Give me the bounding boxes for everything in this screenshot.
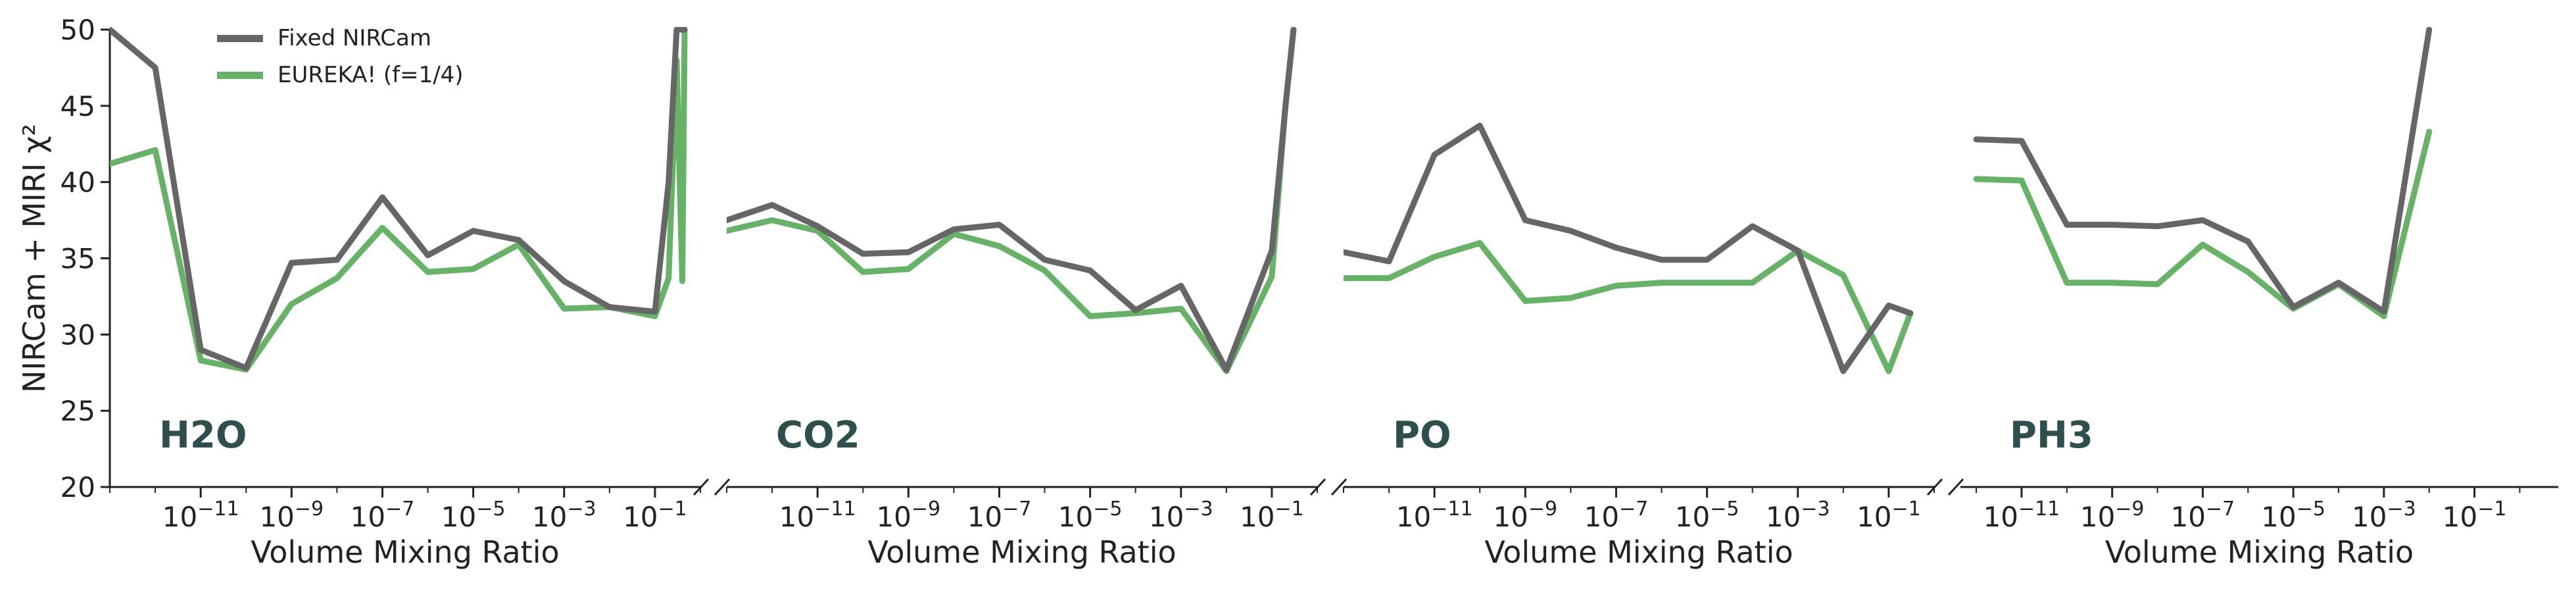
x-tick-label: 10−1 bbox=[2442, 498, 2507, 533]
x-tick-label: 10−11 bbox=[162, 498, 239, 533]
series-line-fixed-nircam bbox=[727, 27, 1297, 373]
x-tick-label: 10−7 bbox=[1584, 498, 1649, 533]
x-tick-label: 10−1 bbox=[1857, 498, 1921, 533]
y-axis-label: NIRCam + MIRI χ² bbox=[16, 124, 52, 393]
x-tick-label: 10−5 bbox=[1675, 498, 1739, 533]
legend: Fixed NIRCam EUREKA! (f=1/4) bbox=[217, 20, 464, 93]
panel-label: PH3 bbox=[2010, 414, 2093, 457]
series-line-eureka bbox=[110, 27, 688, 373]
series-line-fixed-nircam bbox=[1344, 122, 1914, 374]
y-tick-label: 50 bbox=[61, 14, 95, 46]
panel-h2o: 10−11 10−9 10−7 10−5 10−3 10−1 Volume Mixing R… bbox=[109, 27, 701, 570]
series-line-eureka bbox=[1344, 240, 1914, 374]
x-tick-label: 10−7 bbox=[351, 498, 415, 533]
x-tick-label: 10−9 bbox=[876, 498, 940, 533]
x-tick-label: 10−3 bbox=[1766, 498, 1830, 533]
panel-co2: 10−11 10−9 10−7 10−5 10−3 10−1 Volume Mixing R… bbox=[726, 27, 1318, 570]
x-axis-label: Volume Mixing Ratio bbox=[251, 534, 559, 570]
series-line-fixed-nircam bbox=[110, 27, 688, 371]
series-line-eureka bbox=[1973, 128, 2433, 319]
x-axis-label: Volume Mixing Ratio bbox=[867, 534, 1176, 570]
x-tick-label: 10−3 bbox=[1149, 498, 1213, 533]
y-tick-label: 35 bbox=[61, 243, 95, 275]
panel-label: CO2 bbox=[776, 414, 860, 457]
x-tick-label: 10−11 bbox=[1396, 498, 1473, 533]
x-tick-label: 10−3 bbox=[532, 498, 596, 533]
y-tick-label: 45 bbox=[61, 90, 95, 122]
series-line-eureka bbox=[727, 27, 1297, 374]
x-tick-label: 10−5 bbox=[2261, 498, 2325, 533]
panel-po: 10−11 10−9 10−7 10−5 10−3 10−1 Volume Mixing R… bbox=[1343, 122, 1935, 570]
axis-break-mark bbox=[1947, 478, 1964, 496]
legend-entry: EUREKA! (f=1/4) bbox=[217, 57, 464, 93]
x-axis-label: Volume Mixing Ratio bbox=[1484, 534, 1793, 570]
legend-swatch-eureka bbox=[217, 71, 263, 79]
series-line-fixed-nircam bbox=[1973, 27, 2433, 315]
x-tick-label: 10−11 bbox=[779, 498, 856, 533]
y-tick-label: 30 bbox=[61, 319, 95, 351]
x-tick-label: 10−9 bbox=[1493, 498, 1557, 533]
panel-label: H2O bbox=[159, 414, 247, 457]
y-tick-label: 40 bbox=[61, 166, 95, 199]
x-tick-label: 10−1 bbox=[1240, 498, 1304, 533]
x-tick-label: 10−5 bbox=[1058, 498, 1123, 533]
legend-label-fixed: Fixed NIRCam bbox=[278, 25, 431, 51]
y-tick-label: 20 bbox=[61, 471, 95, 503]
x-tick-label: 10−9 bbox=[259, 498, 324, 533]
legend-label-eureka: EUREKA! (f=1/4) bbox=[278, 62, 464, 88]
x-tick-label: 10−7 bbox=[967, 498, 1032, 533]
x-tick-label: 10−7 bbox=[2171, 498, 2235, 533]
x-tick-label: 10−5 bbox=[441, 498, 506, 533]
x-tick-label: 10−11 bbox=[1983, 498, 2060, 533]
x-tick-label: 10−9 bbox=[2080, 498, 2145, 533]
x-tick-label: 10−1 bbox=[623, 498, 687, 533]
panel-label: PO bbox=[1393, 414, 1451, 457]
axis-break-mark bbox=[1330, 478, 1348, 496]
panel-ph3: 10−11 10−9 10−7 10−5 10−3 10−1 Volume Mixing R… bbox=[1973, 27, 2521, 570]
x-tick-label: 10−3 bbox=[2352, 498, 2416, 533]
legend-swatch-fixed bbox=[217, 34, 263, 42]
axis-break-mark bbox=[714, 478, 731, 496]
legend-entry: Fixed NIRCam bbox=[217, 20, 464, 57]
x-axis-label: Volume Mixing Ratio bbox=[2105, 534, 2414, 570]
y-tick-label: 25 bbox=[61, 395, 95, 427]
